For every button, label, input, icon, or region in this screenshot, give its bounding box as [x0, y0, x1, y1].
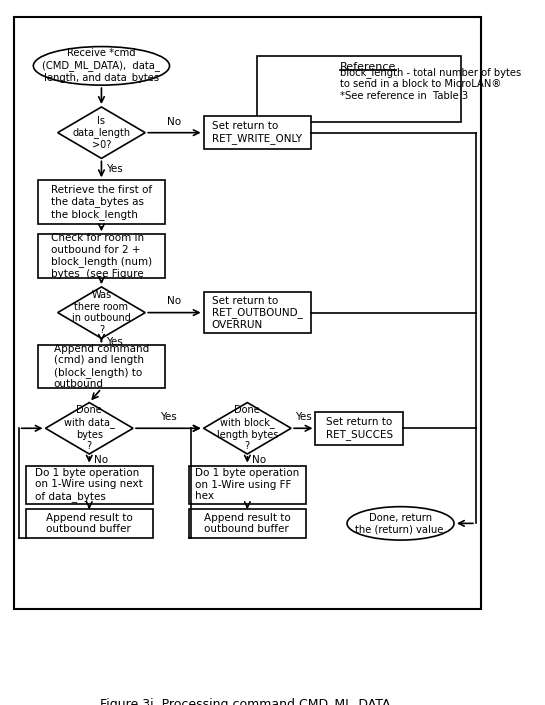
Polygon shape [58, 107, 145, 159]
Text: Done
with data_
bytes
?: Done with data_ bytes ? [64, 405, 114, 451]
Bar [26, 509, 153, 537]
Text: Receive *cmd
(CMD_ML_DATA),  data_
length, and data_bytes: Receive *cmd (CMD_ML_DATA), data_ length… [43, 49, 160, 83]
Text: Do 1 byte operation
on 1-Wire using next
of data_bytes: Do 1 byte operation on 1-Wire using next… [35, 467, 143, 502]
Text: Yes: Yes [106, 336, 123, 347]
Text: Set return to
RET_SUCCES: Set return to RET_SUCCES [326, 417, 393, 439]
Polygon shape [58, 287, 145, 338]
Text: No: No [167, 116, 181, 126]
Bar [38, 234, 165, 278]
Text: Yes: Yes [160, 412, 177, 422]
Text: Done, return
the (return) value.: Done, return the (return) value. [355, 513, 446, 534]
Text: No: No [94, 455, 108, 465]
Bar [38, 180, 165, 224]
Text: Append command
(cmd) and length
(block_length) to
outbound: Append command (cmd) and length (block_l… [54, 344, 149, 389]
Text: Set return to
RET_OUTBOUND_
OVERRUN: Set return to RET_OUTBOUND_ OVERRUN [211, 295, 302, 330]
Text: Done
with block_
length bytes
?: Done with block_ length bytes ? [217, 405, 278, 451]
Bar [189, 509, 306, 537]
Text: No: No [252, 455, 267, 465]
Text: Do 1 byte operation
on 1-Wire using FF
hex: Do 1 byte operation on 1-Wire using FF h… [195, 468, 299, 501]
Bar [204, 292, 311, 333]
Bar [38, 345, 165, 388]
Ellipse shape [33, 47, 169, 85]
Text: block_length - total number of bytes
to send in a block to MicroLAN®
*See refere: block_length - total number of bytes to … [340, 67, 521, 101]
Ellipse shape [347, 507, 454, 540]
Bar [257, 56, 461, 123]
Bar [204, 116, 311, 149]
Text: Is
data_length
>0?: Is data_length >0? [72, 116, 130, 149]
Text: Set return to
RET_WRITE_ONLY: Set return to RET_WRITE_ONLY [212, 121, 302, 144]
Bar [189, 465, 306, 504]
Text: Append result to
outbound buffer: Append result to outbound buffer [204, 513, 290, 534]
Text: Reference: Reference [340, 62, 396, 72]
Bar [26, 465, 153, 504]
Text: Yes: Yes [106, 164, 123, 174]
Text: Yes: Yes [295, 412, 312, 422]
Text: Retrieve the first of
the data_bytes as
the block_length: Retrieve the first of the data_bytes as … [51, 185, 152, 219]
Text: Was
there room
in outbound
?: Was there room in outbound ? [72, 290, 131, 335]
Polygon shape [45, 403, 133, 454]
Text: No: No [167, 296, 181, 307]
Polygon shape [204, 403, 291, 454]
Text: Check for room in
outbound for 2 +
block_length (num)
bytes  (see Figure: Check for room in outbound for 2 + block… [51, 233, 152, 279]
Bar [316, 412, 403, 445]
Text: Append result to
outbound buffer: Append result to outbound buffer [46, 513, 132, 534]
Text: Figure 3i. Processing command CMD_ML_DATA.: Figure 3i. Processing command CMD_ML_DAT… [100, 698, 395, 705]
